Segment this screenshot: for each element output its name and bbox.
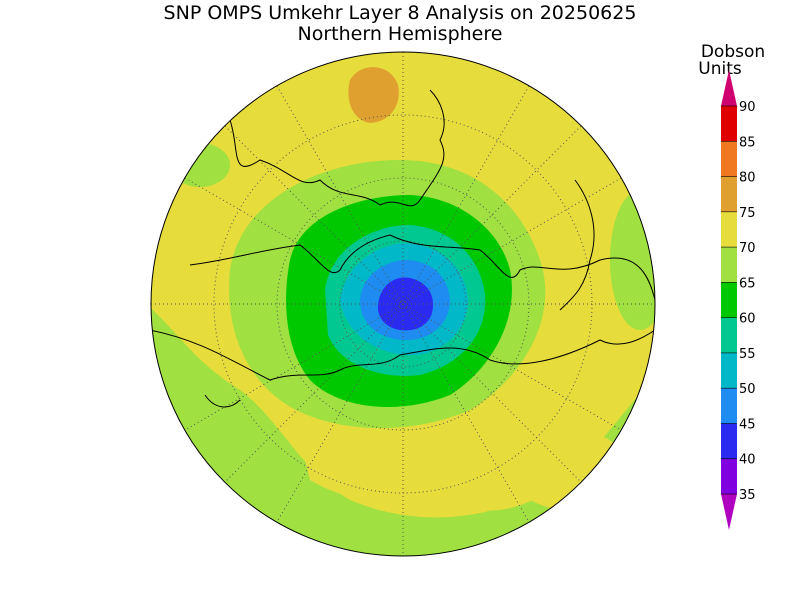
map-border: [150, 51, 656, 557]
colorbar-label: Units: [698, 59, 742, 79]
colorbar-band: [721, 211, 737, 248]
colorbar: Dobson Units 35 40 45 50 55 60 65 70 75 80 85 90: [698, 42, 765, 530]
colorbar-label: Dobson: [701, 42, 765, 62]
colorbar-tick-label: 35: [739, 488, 756, 503]
colorbar-band: [721, 176, 737, 212]
colorbar-band: [721, 458, 737, 494]
colorbar-band: [721, 388, 737, 424]
colorbar-over: [721, 70, 737, 106]
colorbar-tick-label: 50: [739, 382, 756, 397]
colorbar-tick-label: 80: [739, 171, 756, 186]
colorbar-tick-label: 40: [739, 453, 756, 468]
colorbar-band: [721, 317, 737, 353]
colorbar-tick-label: 55: [739, 347, 756, 362]
colorbar-band: [721, 247, 737, 283]
colorbar-tick-label: 85: [739, 135, 756, 150]
colorbar-tick-label: 75: [739, 206, 756, 221]
colorbar-tick-label: 70: [739, 241, 756, 256]
colorbar-under: [721, 494, 737, 530]
colorbar-tick-label: 90: [739, 100, 756, 115]
colorbar-tick-label: 60: [739, 312, 756, 327]
colorbar-band: [721, 282, 737, 318]
colorbar-band: [721, 352, 737, 389]
colorbar-tick-label: 65: [739, 276, 756, 291]
colorbar-tick-label: 45: [739, 417, 756, 432]
title: SNP OMPS Umkehr Layer 8 Analysis on 2025…: [164, 2, 637, 24]
map: [151, 52, 655, 556]
colorbar-band: [721, 106, 737, 142]
subtitle: Northern Hemisphere: [298, 23, 503, 45]
colorbar-band: [721, 423, 737, 459]
colorbar-band: [721, 141, 737, 177]
